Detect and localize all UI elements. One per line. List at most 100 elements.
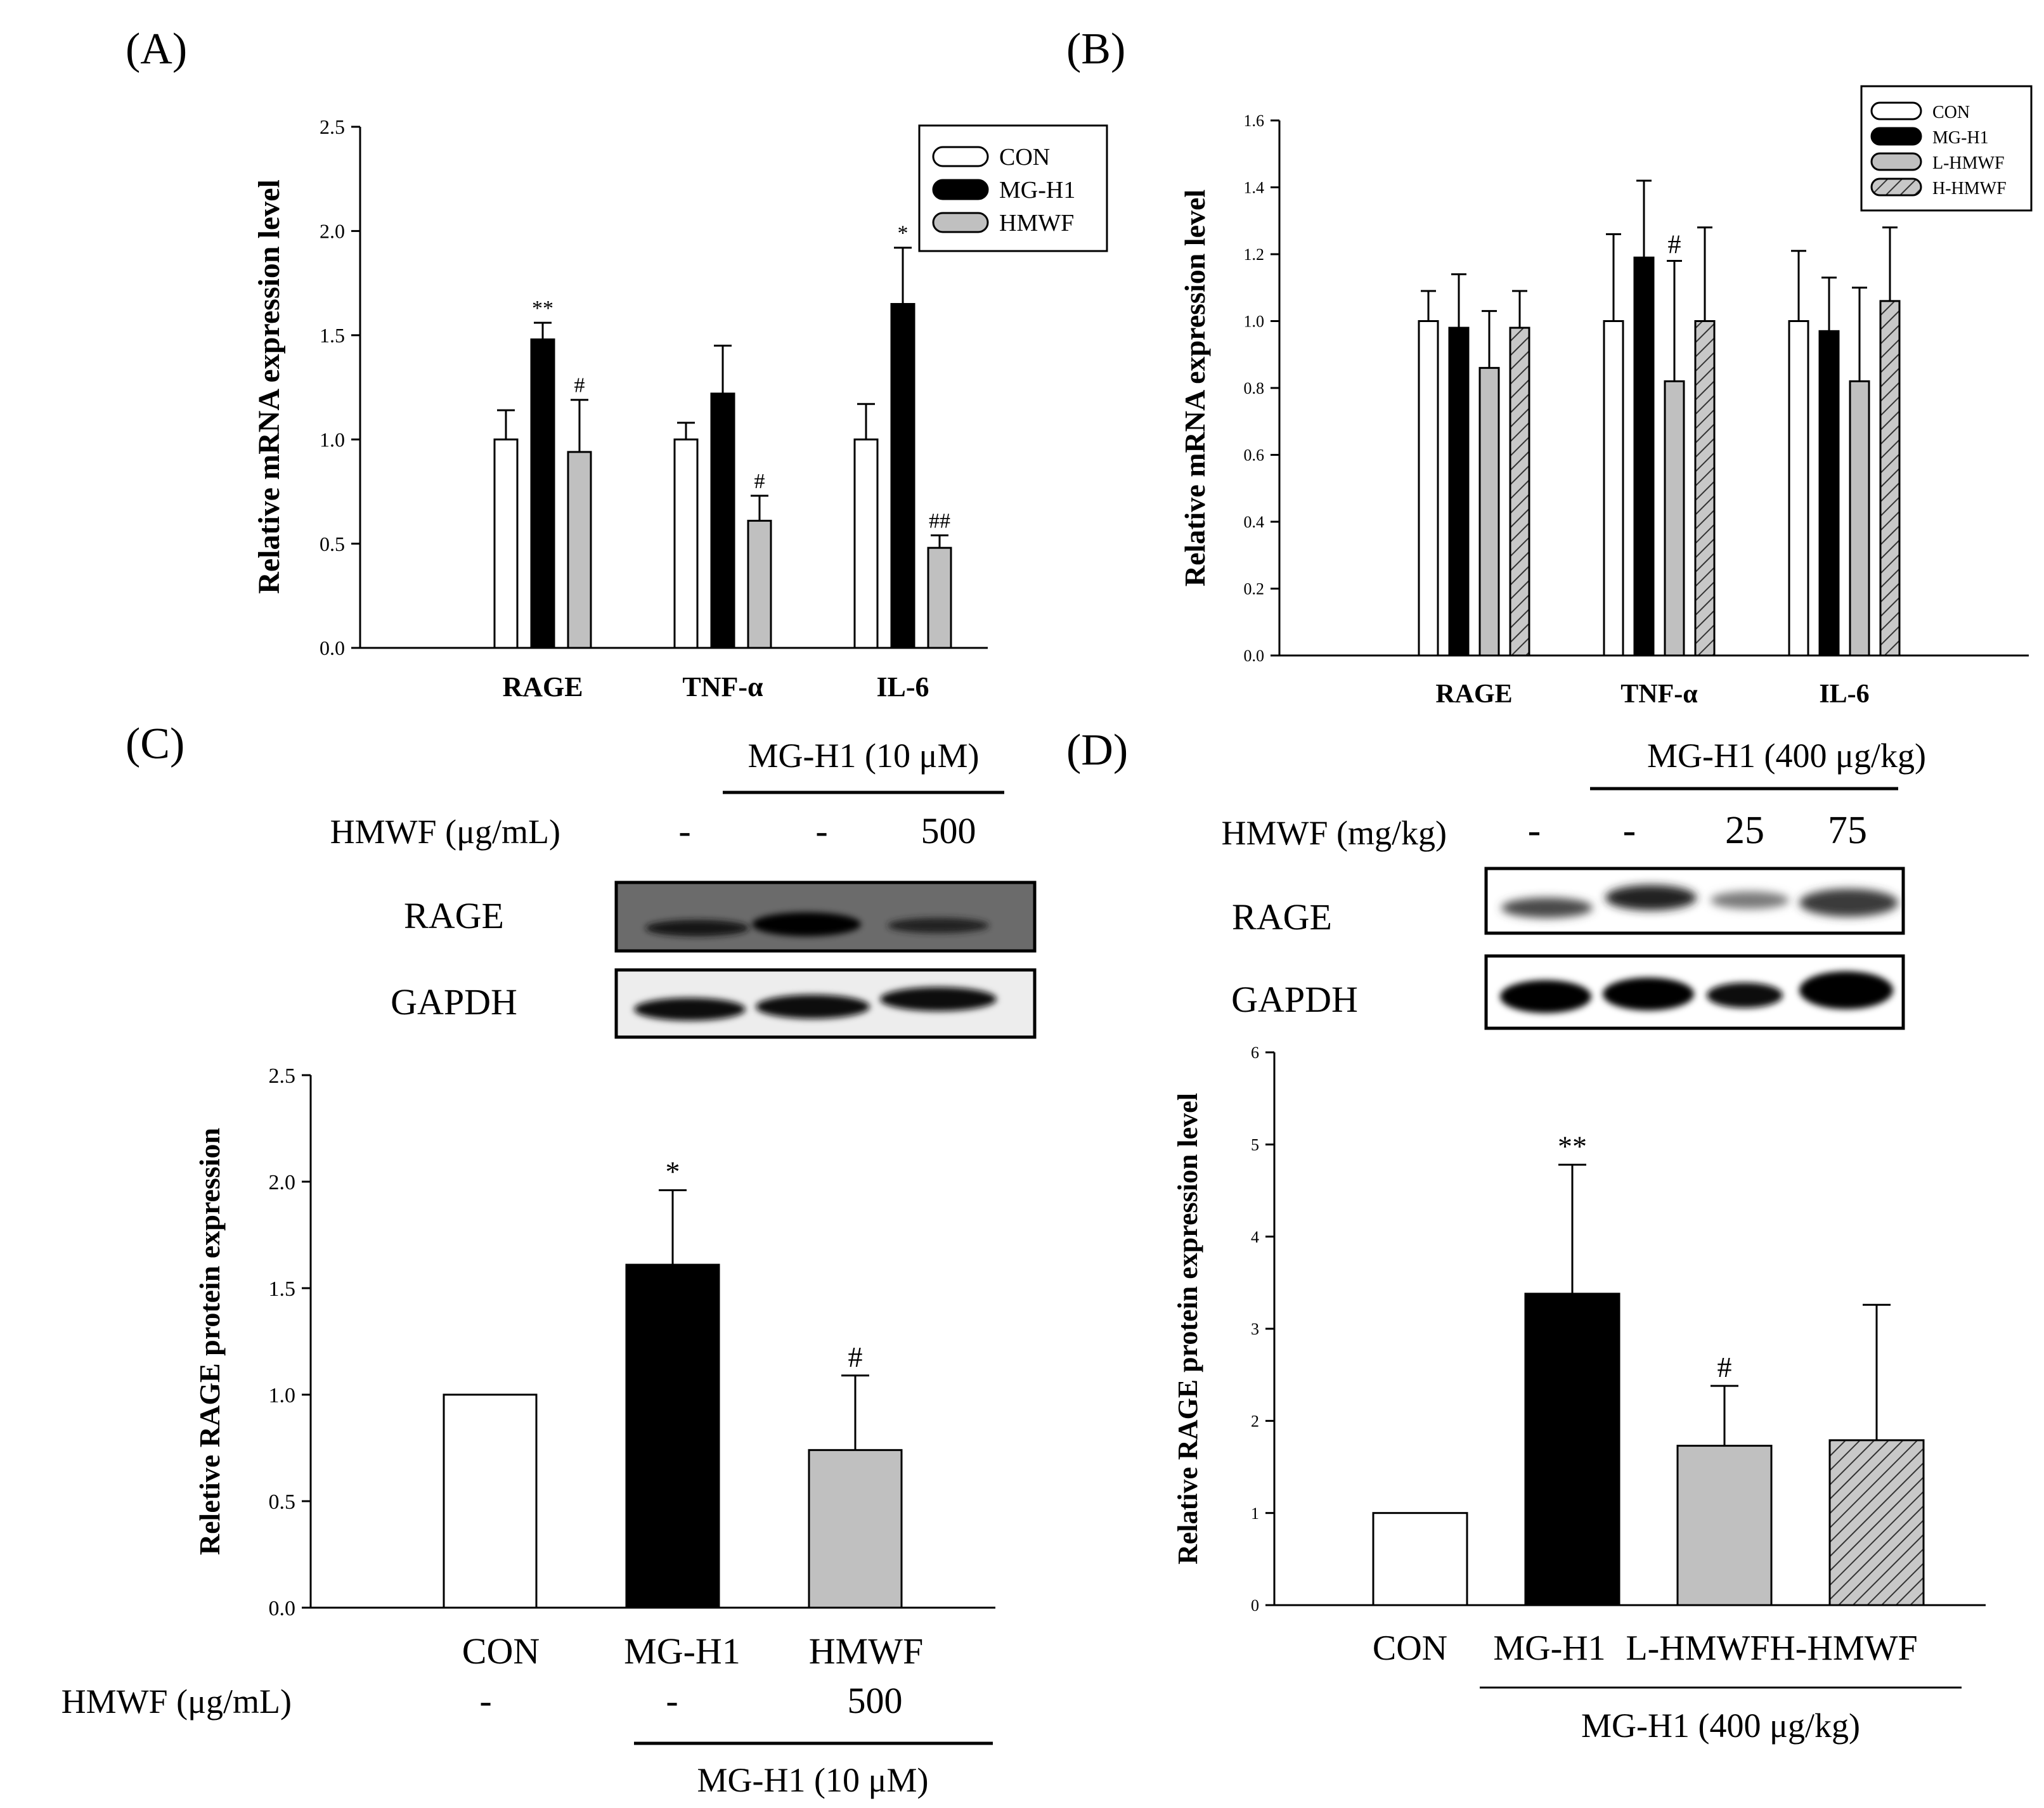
significance-mark: # xyxy=(1717,1351,1732,1383)
bar-mg-h1-0 xyxy=(1448,326,1470,657)
panel-d-row-label: HMWF (mg/kg) xyxy=(1222,814,1447,852)
panel-a-label: (A) xyxy=(126,25,187,74)
legend-label: L-HMWF xyxy=(1932,153,2005,173)
panel-d-blot-gapdh-band-4 xyxy=(1799,971,1893,1009)
panel-c-treatment-header: MG-H1 (10 μM) xyxy=(748,737,980,775)
y-tick-label: 0.5 xyxy=(320,533,345,555)
x-category-label: RAGE xyxy=(1435,680,1512,709)
panel-d-treatment-header: MG-H1 (400 μg/kg) xyxy=(1647,737,1926,775)
bar-hmwf-2 xyxy=(927,546,952,649)
bar-con-1 xyxy=(673,438,699,649)
legend-swatch-h-hmwf xyxy=(1870,178,1922,197)
significance-mark: ** xyxy=(532,297,553,320)
y-tick-label: 5 xyxy=(1251,1135,1259,1154)
y-tick-label: 0.8 xyxy=(1244,379,1265,397)
y-tick-label: 1.4 xyxy=(1244,179,1265,197)
legend-label: CON xyxy=(1932,103,1970,122)
y-tick-label: 0.6 xyxy=(1244,446,1265,465)
panel-c-blot-gapdh-band-2 xyxy=(756,995,870,1019)
x-category-label: HMWF xyxy=(809,1630,923,1672)
panel-c-axes: 0.0 0.5 1.0 1.5 2.0 2.5 CON MG-H1 HMWF Reletive… xyxy=(193,1064,995,1672)
panel-c-bars: *# xyxy=(443,1155,903,1609)
y-tick-label: 2.5 xyxy=(320,115,345,138)
panel-c-blot-rage-band-3 xyxy=(888,918,989,933)
panel-c-blot-label-gapdh: GAPDH xyxy=(391,981,517,1023)
panel-a-y-axis-label: Relative mRNA expression level xyxy=(252,179,286,594)
lane-value: - xyxy=(815,810,827,851)
panel-d: (D) MG-H1 (400 μg/kg) HMWF (mg/kg) - -25 7… xyxy=(1066,726,1986,1745)
lane-value: - xyxy=(1528,809,1541,852)
bar-hmwf xyxy=(808,1449,903,1609)
x-category-label: CON xyxy=(462,1630,540,1672)
y-tick-label: 6 xyxy=(1251,1043,1259,1062)
significance-mark: # xyxy=(574,374,585,397)
y-tick-label: 0.0 xyxy=(1244,647,1265,665)
x-category-label: MG-H1 xyxy=(624,1630,741,1672)
legend-label: CON xyxy=(999,144,1050,171)
y-tick-label: 1.0 xyxy=(320,428,345,451)
y-tick-label: 1.2 xyxy=(1244,245,1265,264)
lane-value: 25 xyxy=(1725,809,1764,852)
panel-d-blot-label-rage: RAGE xyxy=(1232,896,1332,938)
legend-swatch-con xyxy=(932,146,989,167)
y-tick-label: 1.5 xyxy=(320,324,345,347)
significance-mark: * xyxy=(666,1155,680,1187)
significance-mark: # xyxy=(1668,231,1681,260)
significance-mark: ** xyxy=(1558,1130,1587,1162)
y-tick-label: 1.0 xyxy=(1244,313,1265,331)
panel-c-blot-gapdh-band-3 xyxy=(880,987,997,1011)
panel-a-axes: 0.0 0.5 1.0 1.5 2.0 2.5 RAGE TNF-α IL-6 Relativ… xyxy=(252,115,988,702)
bar-h-hmwf-1 xyxy=(1694,320,1716,657)
lane-value: - xyxy=(479,1680,491,1721)
x-category-label: CON xyxy=(1373,1629,1447,1668)
panel-c-row-label: HMWF (μg/mL) xyxy=(330,813,560,851)
panel-d-footer-treatment: MG-H1 (400 μg/kg) xyxy=(1581,1707,1860,1745)
y-tick-label: 0.4 xyxy=(1244,513,1265,531)
significance-mark: # xyxy=(754,470,765,493)
panel-c-footer-treatment: MG-H1 (10 μM) xyxy=(697,1761,929,1799)
bar-mg-h1-2 xyxy=(890,302,915,649)
y-tick-label: 0.5 xyxy=(269,1490,296,1514)
bar-h-hmwf-2 xyxy=(1879,300,1901,657)
x-category-label: IL-6 xyxy=(1819,680,1869,709)
bar-l-hmwf-1 xyxy=(1664,380,1685,657)
y-tick-label: 2 xyxy=(1251,1412,1259,1430)
bar-con-1 xyxy=(1603,320,1624,657)
panel-c-blot: RAGE GAPDH xyxy=(391,881,1037,1039)
bar-h-hmwf xyxy=(1828,1439,1925,1606)
y-tick-label: 1 xyxy=(1251,1504,1259,1523)
bar-con-2 xyxy=(853,438,879,649)
y-tick-label: 0.0 xyxy=(269,1597,296,1620)
y-tick-label: 1.0 xyxy=(269,1384,296,1407)
bar-mg-h1 xyxy=(1524,1293,1620,1606)
x-category-label: L-HMWF xyxy=(1626,1629,1769,1668)
bar-hmwf-0 xyxy=(567,451,592,649)
panel-c-y-axis-label: Reletive RAGE protein expression xyxy=(193,1128,226,1555)
significance-mark: # xyxy=(848,1341,863,1373)
significance-mark: ## xyxy=(929,509,950,533)
bar-mg-h1-2 xyxy=(1818,330,1840,657)
panel-b-legend: CON MG-H1 L-HMWF H-HMWF xyxy=(1860,85,2033,212)
bar-con-0 xyxy=(1418,320,1439,657)
bar-mg-h1-1 xyxy=(1633,256,1655,657)
y-tick-label: 0.0 xyxy=(320,636,345,659)
panel-d-blot-gapdh-band-1 xyxy=(1500,980,1591,1013)
bar-con-2 xyxy=(1788,320,1809,657)
panel-d-blot-gapdh-band-3 xyxy=(1707,983,1783,1008)
bar-hmwf-1 xyxy=(747,519,772,649)
x-category-label: IL-6 xyxy=(876,671,929,702)
bar-con-0 xyxy=(493,438,519,649)
significance-mark: * xyxy=(898,222,909,245)
lane-value: - xyxy=(1623,809,1636,852)
x-category-label: MG-H1 xyxy=(1493,1629,1605,1668)
panel-d-blot-label-gapdh: GAPDH xyxy=(1231,979,1358,1020)
legend-label: MG-H1 xyxy=(1932,128,1989,148)
panel-d-blot-gapdh-band-2 xyxy=(1603,978,1694,1011)
legend-label: H-HMWF xyxy=(1932,179,2007,198)
lane-value: 500 xyxy=(921,810,976,851)
legend-swatch-con xyxy=(1870,101,1922,120)
panel-c-blot-rage-band-1 xyxy=(645,920,749,936)
y-tick-label: 0 xyxy=(1251,1596,1259,1615)
panel-d-blot-rage-band-4 xyxy=(1799,889,1898,917)
